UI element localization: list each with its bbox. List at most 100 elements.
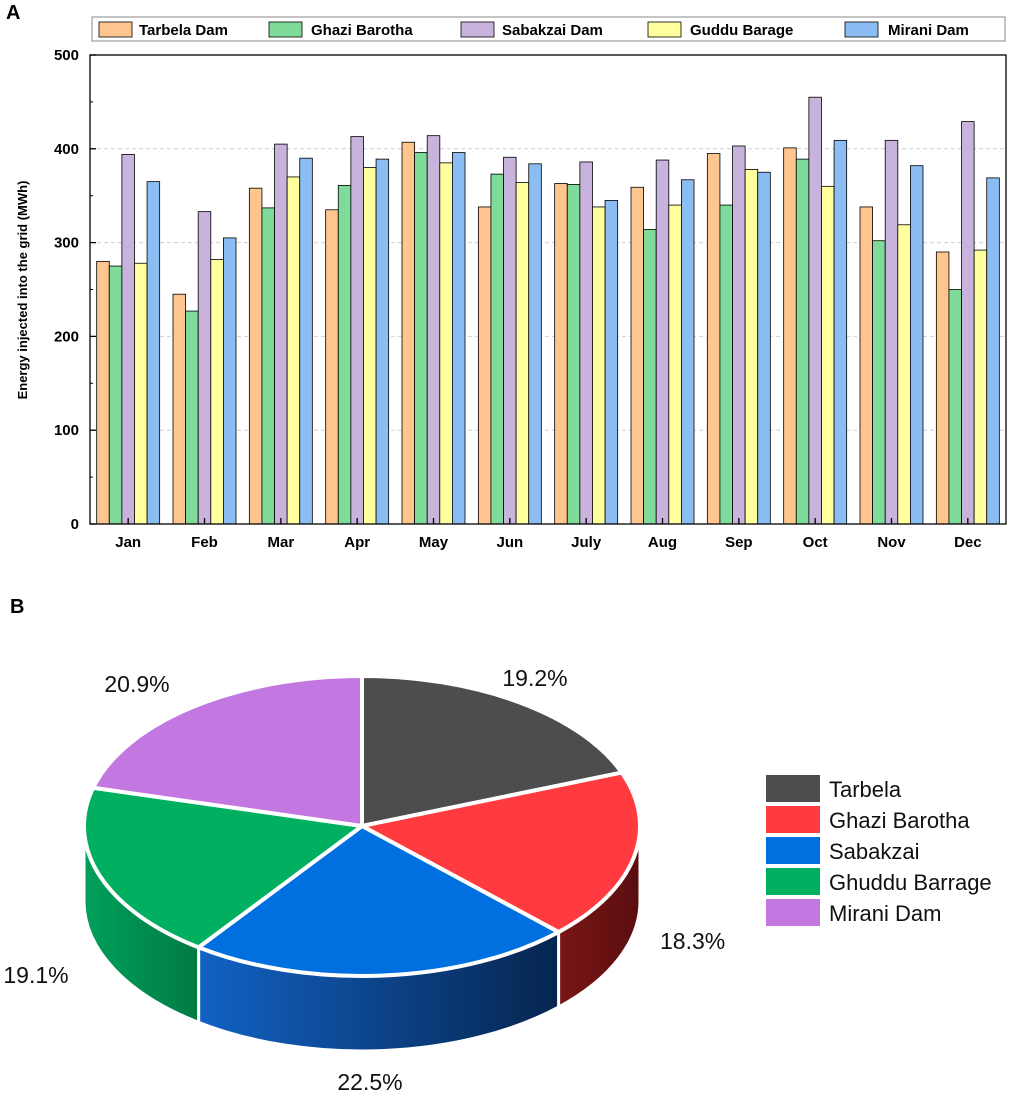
legend-label: Sabakzai Dam (502, 22, 603, 39)
bar-mirani-dam-oct (833, 139, 848, 525)
bar-ghazi-barotha-may (414, 152, 428, 525)
bar-marks (96, 96, 1000, 525)
panel-b-label: B (10, 596, 25, 618)
bar-tarbela-dam-oct (783, 147, 797, 525)
bar-mirani-dam-sep (757, 171, 771, 525)
pie-percent-label: 22.5% (337, 1069, 402, 1095)
bar-mirani-dam-jun (528, 163, 542, 525)
x-tick-label: Mar (267, 534, 294, 551)
bar-sabakzai-dam-apr (350, 136, 364, 525)
bar-guddu-barage-sep (744, 169, 759, 525)
bar-guddu-barage-nov (897, 224, 911, 525)
bar-sabakzai-dam-july (579, 161, 593, 525)
pie-legend-label: Ghazi Barotha (829, 808, 970, 833)
bar-guddu-barage-dec (973, 249, 988, 525)
x-tick-label: July (571, 534, 602, 551)
pie-legend-swatch (766, 806, 820, 833)
bar-ghazi-barotha-feb (185, 310, 199, 525)
pie-chart: 19.2% 18.3% 22.5% 19.1% 20.9% Tarbela Ghazi B… (3, 665, 991, 1095)
bar-ghazi-barotha-jun (490, 173, 504, 525)
bar-mirani-dam-mar (299, 157, 313, 525)
bar-mirani-dam-dec (986, 177, 1000, 525)
bar-ghazi-barotha-apr (337, 184, 352, 525)
legend-label: Mirani Dam (888, 22, 969, 39)
bar-guddu-barage-july (592, 206, 606, 525)
legend-label: Tarbela Dam (139, 22, 228, 39)
x-tick-label: Sep (725, 534, 753, 551)
bar-mirani-dam-apr (375, 158, 390, 525)
bar-tarbela-dam-sep (706, 153, 721, 525)
bar-guddu-barage-aug (668, 204, 682, 525)
pie-slice-ghazi-barotha (360, 770, 642, 935)
x-tick-label: Dec (954, 534, 982, 551)
legend-swatch (98, 21, 133, 38)
pie-legend-label: Ghuddu Barrage (829, 870, 992, 895)
pie-legend-swatch (766, 899, 820, 926)
bar-sabakzai-dam-dec (961, 121, 975, 525)
x-tick-label: Jun (496, 534, 523, 551)
bar-sabakzai-dam-feb (197, 211, 212, 525)
bar-guddu-barage-feb (210, 259, 224, 525)
y-axis-label: Energy injected into the grid (MWh) (15, 181, 30, 400)
y-axis: 0 100 200 300 400 500 (54, 47, 96, 533)
y-tick-label: 100 (54, 422, 79, 439)
bar-sabakzai-dam-mar (274, 143, 288, 525)
x-axis: Jan Feb Mar Apr May Jun July Aug Sep Oct Nov Dec (115, 518, 982, 551)
bar-sabakzai-dam-aug (655, 159, 670, 525)
bar-mirani-dam-jan (146, 181, 161, 525)
pie-legend-label: Sabakzai (829, 839, 920, 864)
pie-slice-tarbela (360, 674, 624, 828)
pie-labels: 19.2% 18.3% 22.5% 19.1% 20.9% (3, 665, 725, 1095)
bar-ghazi-barotha-jan (108, 265, 123, 525)
bar-sabakzai-dam-oct (808, 96, 822, 525)
x-tick-label: Nov (877, 534, 906, 551)
pie-slice-mirani-dam (91, 674, 364, 828)
x-tick-label: Feb (191, 534, 218, 551)
bar-mirani-dam-feb (222, 237, 237, 525)
bar-ghazi-barotha-sep (719, 204, 733, 525)
bar-ghazi-barotha-mar (261, 207, 275, 525)
y-tick-label: 500 (54, 47, 79, 64)
y-tick-label: 0 (71, 516, 79, 533)
bar-tarbela-dam-apr (325, 209, 339, 525)
pie-percent-label: 20.9% (104, 671, 169, 697)
bar-sabakzai-dam-nov (884, 139, 899, 525)
bar-tarbela-dam-aug (630, 186, 645, 525)
bar-tarbela-dam-nov (859, 206, 874, 525)
bar-tarbela-dam-dec (935, 251, 950, 525)
bar-guddu-barage-oct (821, 185, 835, 525)
pie-legend-label: Tarbela (829, 777, 902, 802)
x-tick-label: Apr (344, 534, 370, 551)
bar-tarbela-dam-july (554, 183, 568, 525)
bar-ghazi-barotha-july (566, 184, 581, 525)
bar-mirani-dam-nov (910, 165, 924, 525)
x-tick-label: May (419, 534, 449, 551)
pie-percent-label: 18.3% (660, 928, 725, 954)
pie-legend-swatch (766, 775, 820, 802)
bar-ghazi-barotha-nov (872, 240, 886, 525)
bar-guddu-barage-mar (286, 176, 301, 525)
bar-legend: Tarbela Dam Ghazi Barotha Sabakzai Dam Gudd… (91, 16, 1006, 42)
bar-guddu-barage-may (439, 162, 453, 525)
y-tick-label: 300 (54, 235, 79, 252)
bar-mirani-dam-aug (681, 179, 695, 525)
bar-mirani-dam-july (604, 199, 619, 525)
bar-sabakzai-dam-sep (732, 145, 746, 525)
legend-label: Guddu Barage (690, 22, 793, 39)
bar-tarbela-dam-mar (248, 187, 263, 525)
legend-swatch (647, 21, 682, 38)
bar-chart: 0 100 200 300 400 500 Jan Feb Mar Apr May Jun July A… (15, 16, 1007, 551)
bar-ghazi-barotha-aug (643, 229, 657, 525)
pie-legend-swatch (766, 868, 820, 895)
pie-legend-label: Mirani Dam (829, 901, 941, 926)
panel-a-label: A (6, 2, 21, 24)
bar-tarbela-dam-jun (477, 206, 492, 525)
pie-legend: Tarbela Ghazi Barotha Sabakzai Ghuddu Barra… (766, 775, 992, 926)
x-tick-label: Aug (648, 534, 677, 551)
bar-ghazi-barotha-dec (948, 289, 962, 525)
bar-guddu-barage-jun (515, 182, 530, 525)
bar-tarbela-dam-jan (96, 260, 110, 525)
bar-gridlines (90, 148, 1006, 431)
legend-label: Ghazi Barotha (311, 22, 413, 39)
